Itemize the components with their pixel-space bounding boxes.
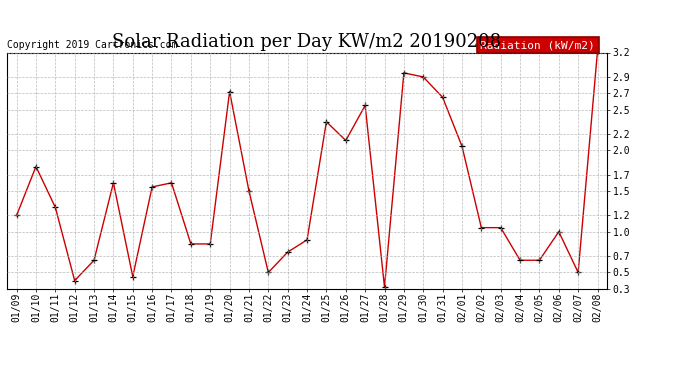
Text: Copyright 2019 Cartronics.com: Copyright 2019 Cartronics.com bbox=[7, 40, 177, 50]
Title: Solar Radiation per Day KW/m2 20190208: Solar Radiation per Day KW/m2 20190208 bbox=[112, 33, 502, 51]
Text: Radiation (kW/m2): Radiation (kW/m2) bbox=[480, 40, 595, 50]
